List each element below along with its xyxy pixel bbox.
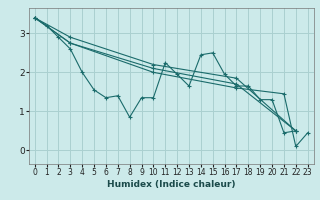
X-axis label: Humidex (Indice chaleur): Humidex (Indice chaleur) [107,180,236,189]
